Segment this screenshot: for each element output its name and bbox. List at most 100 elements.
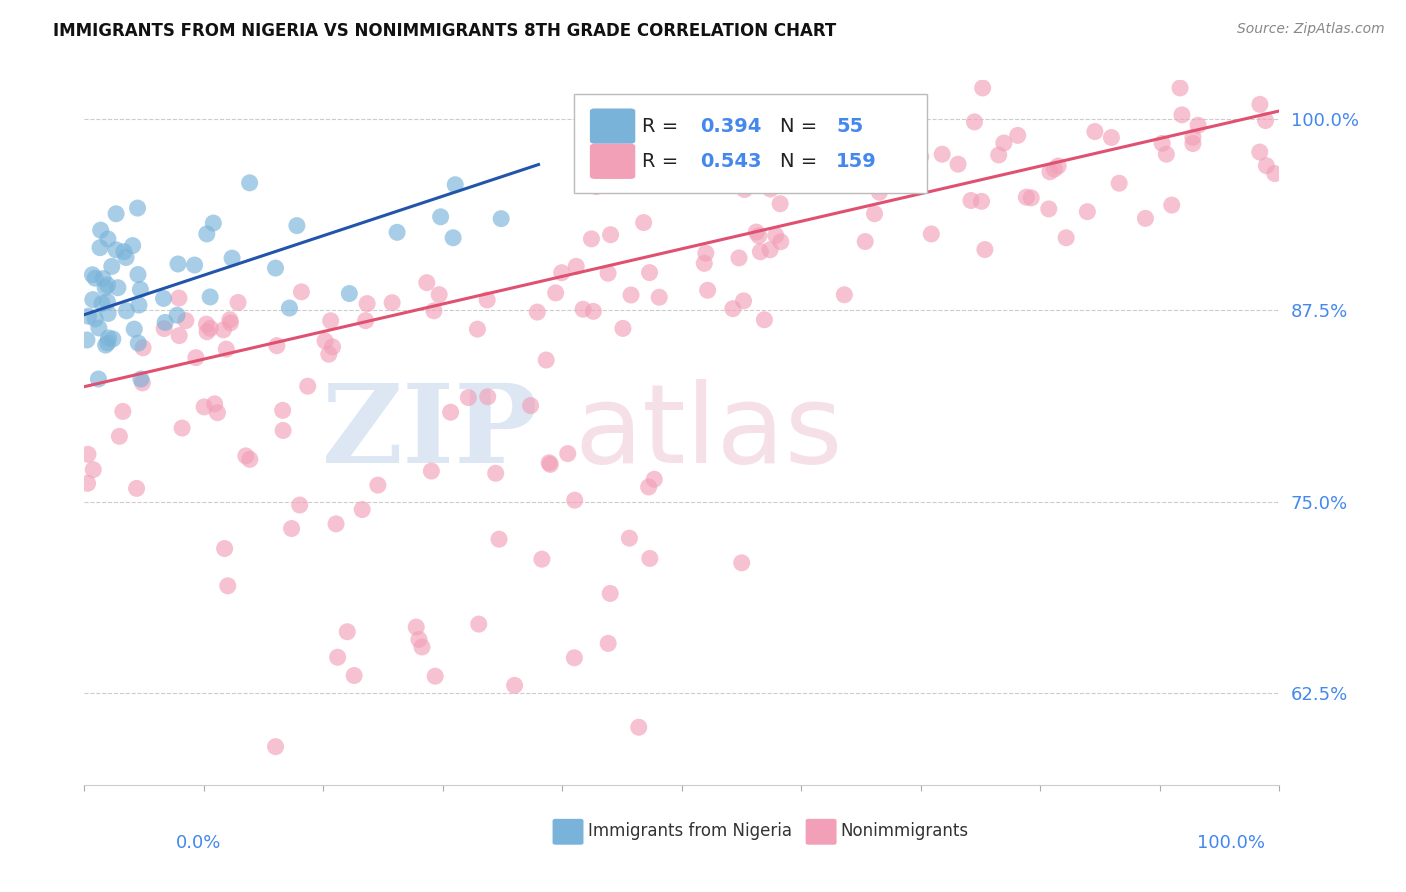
Point: [477, 293, 499, 307]
Point: [321, 340, 343, 354]
Text: N =: N =: [780, 117, 824, 136]
Point: [960, 194, 983, 208]
Point: [920, 227, 942, 241]
Point: [1187, 118, 1209, 132]
Point: [125, 482, 148, 496]
FancyBboxPatch shape: [591, 109, 636, 144]
Point: [167, 291, 190, 305]
Point: [872, 149, 894, 163]
Point: [420, 464, 443, 478]
Point: [408, 632, 430, 647]
Text: 0.543: 0.543: [700, 152, 761, 171]
Point: [325, 516, 347, 531]
Point: [564, 493, 586, 508]
Point: [367, 478, 389, 492]
Point: [585, 179, 607, 194]
Point: [1256, 159, 1278, 173]
Point: [1135, 211, 1157, 226]
Point: [97, 278, 120, 293]
Point: [1099, 130, 1122, 145]
Point: [97, 335, 120, 350]
Point: [198, 290, 221, 304]
Point: [226, 295, 249, 310]
Point: [745, 225, 768, 239]
Point: [195, 317, 218, 331]
Point: [195, 227, 218, 241]
Point: [530, 552, 553, 566]
Point: [503, 678, 526, 692]
Point: [82, 268, 104, 282]
Text: R =: R =: [643, 152, 685, 171]
Text: ZIP: ZIP: [322, 379, 538, 486]
Point: [534, 353, 557, 368]
Point: [599, 227, 621, 242]
Point: [266, 339, 288, 353]
Point: [87, 321, 110, 335]
Point: [184, 351, 207, 365]
Text: 55: 55: [837, 117, 863, 136]
Point: [731, 556, 754, 570]
Point: [271, 424, 294, 438]
Point: [538, 458, 561, 472]
Point: [734, 182, 756, 196]
Point: [101, 332, 124, 346]
Point: [167, 257, 190, 271]
Point: [425, 669, 447, 683]
Point: [416, 276, 439, 290]
Point: [1108, 176, 1130, 190]
Point: [239, 176, 262, 190]
Point: [77, 309, 100, 323]
Point: [468, 617, 491, 632]
Point: [519, 399, 541, 413]
Point: [910, 150, 932, 164]
Point: [264, 739, 287, 754]
Point: [572, 302, 595, 317]
Point: [82, 293, 104, 307]
Point: [637, 480, 659, 494]
Text: 0.394: 0.394: [700, 117, 761, 136]
Point: [1038, 202, 1060, 216]
Point: [112, 244, 135, 259]
Point: [1249, 97, 1271, 112]
Point: [405, 620, 427, 634]
Point: [612, 321, 634, 335]
Point: [769, 196, 792, 211]
Point: [94, 338, 117, 352]
Point: [96, 294, 118, 309]
Point: [1039, 165, 1062, 179]
Point: [219, 316, 242, 330]
Point: [84, 311, 107, 326]
Point: [439, 405, 461, 419]
Point: [326, 650, 349, 665]
Text: Immigrants from Nigeria: Immigrants from Nigeria: [588, 822, 792, 840]
Point: [239, 452, 262, 467]
Point: [97, 232, 120, 246]
Point: [297, 379, 319, 393]
Point: [152, 292, 174, 306]
Point: [728, 251, 751, 265]
Point: [174, 313, 197, 327]
Point: [84, 271, 107, 285]
Point: [129, 282, 152, 296]
Point: [721, 301, 744, 316]
Point: [429, 210, 451, 224]
Point: [204, 397, 226, 411]
Point: [82, 462, 104, 476]
Point: [643, 472, 665, 486]
Point: [648, 290, 671, 304]
Point: [354, 313, 377, 327]
Point: [599, 586, 621, 600]
Point: [121, 238, 143, 252]
Point: [485, 467, 508, 481]
Point: [1249, 145, 1271, 159]
Point: [115, 304, 138, 318]
Point: [278, 301, 301, 315]
Point: [166, 308, 188, 322]
Point: [107, 281, 129, 295]
Point: [1047, 159, 1070, 173]
Point: [457, 391, 479, 405]
Point: [1152, 136, 1174, 151]
Text: atlas: atlas: [575, 379, 842, 486]
Point: [200, 321, 222, 335]
Point: [759, 243, 782, 257]
